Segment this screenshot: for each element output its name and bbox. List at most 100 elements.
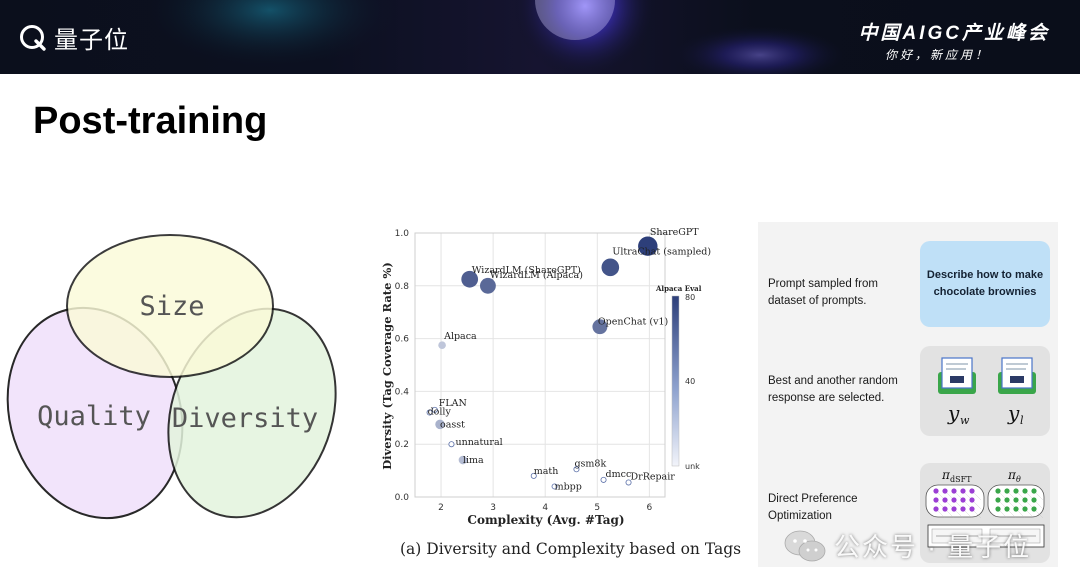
theta-network xyxy=(995,488,1044,519)
network-node xyxy=(1031,497,1037,503)
venn-size-circle xyxy=(66,234,274,378)
colorbar xyxy=(671,295,680,467)
step-responses-selected: Best and another random response are sel… xyxy=(768,375,898,404)
network-node xyxy=(1013,506,1019,512)
summit-subtitle: 你好，新应用！ xyxy=(884,48,990,62)
network-node xyxy=(995,506,1001,512)
data-point xyxy=(600,476,607,483)
data-point xyxy=(458,455,468,465)
data-point xyxy=(551,483,558,490)
network-node xyxy=(1022,497,1028,503)
responses-illustration: y w y l xyxy=(938,357,1036,427)
network-node xyxy=(942,497,948,503)
data-point xyxy=(426,409,433,416)
network-node xyxy=(1013,497,1019,503)
data-point xyxy=(601,258,620,277)
x-tick-labels: 2 3 4 5 6 xyxy=(438,503,652,513)
network-node xyxy=(969,497,975,503)
step-prompt-sampled: Prompt sampled from dataset of prompts. xyxy=(768,278,878,307)
y-tick-label: 0.0 xyxy=(395,493,410,503)
x-tick-label: 4 xyxy=(542,503,548,513)
network-node xyxy=(969,506,975,512)
y-tick-label: 0.2 xyxy=(395,440,409,450)
y-tick-labels: 0.0 0.2 0.4 0.6 0.8 1.0 xyxy=(395,229,410,503)
x-tick-label: 5 xyxy=(594,503,600,513)
data-point xyxy=(638,236,658,256)
network-node xyxy=(951,488,957,494)
data-point xyxy=(480,277,496,294)
data-point-label: unnatural xyxy=(455,437,502,448)
y-tick-label: 0.4 xyxy=(395,387,410,397)
network-node xyxy=(1004,497,1010,503)
data-point xyxy=(448,441,455,448)
network-node xyxy=(995,488,1001,494)
prompt-example-box: Describe how to make chocolate brownies xyxy=(920,241,1050,327)
pi-sft-label: π xyxy=(941,468,951,482)
venn-label-size: Size xyxy=(139,291,204,322)
data-point-label: math xyxy=(534,466,559,477)
header-glow xyxy=(140,0,850,74)
data-point-label: ShareGPT xyxy=(650,227,699,238)
data-point xyxy=(592,319,608,335)
data-point xyxy=(435,419,445,430)
dpo-panel: Prompt sampled from dataset of prompts. … xyxy=(758,222,1058,567)
network-node xyxy=(1022,506,1028,512)
network-node xyxy=(933,497,939,503)
data-point xyxy=(461,270,479,288)
network-node xyxy=(1004,506,1010,512)
data-point-label: mbpp xyxy=(555,481,582,492)
network-node xyxy=(995,497,1001,503)
colorbar-tick-40: 40 xyxy=(685,377,695,386)
qbitai-logo-icon xyxy=(20,24,46,51)
logo: 量子位 xyxy=(18,20,129,55)
data-point-label: dmcc xyxy=(606,469,632,480)
network-node xyxy=(942,506,948,512)
network-node xyxy=(960,506,966,512)
network-node xyxy=(1022,488,1028,494)
network-node xyxy=(1004,488,1010,494)
response-l-icon xyxy=(998,357,1036,394)
colorbar-tick-unk: unk xyxy=(685,462,700,471)
data-point xyxy=(438,341,446,350)
data-point-label: OpenChat (v1) xyxy=(598,317,668,328)
venn-label-quality: Quality xyxy=(37,401,151,432)
chart-points: ShareGPT UltraChat (sampled) WizardLM (Sha… xyxy=(426,227,711,492)
network-node xyxy=(1013,488,1019,494)
watermark-text: 公众号 · 量子位 xyxy=(834,532,1032,562)
network-node xyxy=(1031,506,1037,512)
yl-subscript: l xyxy=(1020,414,1024,427)
responses-box: y w y l xyxy=(920,346,1050,436)
network-node xyxy=(960,488,966,494)
x-tick-label: 3 xyxy=(490,503,496,513)
data-point xyxy=(431,406,438,413)
venn-diagram: Size Quality Diversity xyxy=(6,234,337,520)
data-point xyxy=(625,479,632,486)
data-point xyxy=(530,472,537,479)
step-dpo: Direct Preference Optimization xyxy=(768,493,858,522)
pi-sft-subscript: dSFT xyxy=(950,475,972,484)
data-point-label: Alpaca xyxy=(443,331,477,342)
summit-title: 中国AIGC产业峰会 xyxy=(858,23,1050,44)
colorbar-label: Alpaca Eval xyxy=(655,284,702,293)
slide-title: Post-training xyxy=(33,100,268,142)
network-node xyxy=(960,497,966,503)
data-point-label: gsm8k xyxy=(574,458,606,469)
data-point-label: dolly xyxy=(428,407,452,418)
header-banner: 量子位 中国AIGC产业峰会 你好，新应用！ xyxy=(0,0,1080,74)
data-point-label: UltraChat (sampled) xyxy=(612,246,711,257)
y-axis-label: Diversity (Tag Coverage Rate %) xyxy=(380,262,394,470)
network-node xyxy=(951,497,957,503)
pi-theta-label: π xyxy=(1007,468,1017,482)
network-node xyxy=(942,488,948,494)
network-node xyxy=(951,506,957,512)
y-tick-label: 0.8 xyxy=(395,282,410,292)
yw-label: y xyxy=(947,401,960,425)
data-point-label: WizardLM (ShareGPT) xyxy=(472,265,581,276)
response-w-icon xyxy=(938,357,976,394)
pi-theta-subscript: θ xyxy=(1016,475,1021,484)
dpo-illustration: π dSFT π θ xyxy=(925,468,1045,548)
data-point-label: WizardLM (Alpaca) xyxy=(490,270,583,281)
venn-label-diversity: Diversity xyxy=(172,403,318,434)
x-axis-label: Complexity (Avg. #Tag) xyxy=(467,513,624,527)
network-node xyxy=(1031,488,1037,494)
